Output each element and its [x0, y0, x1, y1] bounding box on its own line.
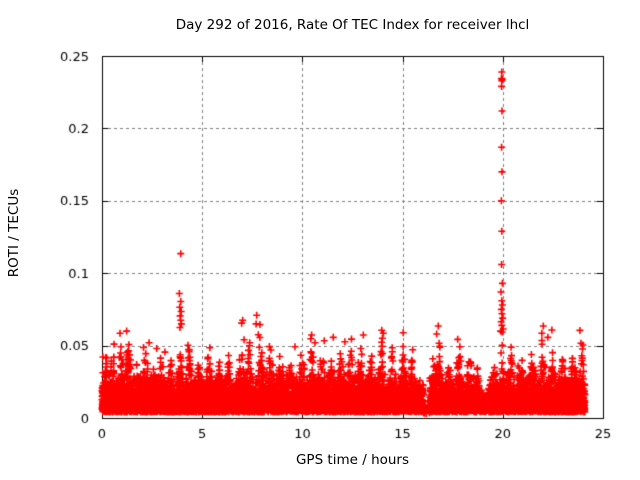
chart-title: Day 292 of 2016, Rate Of TEC Index for r… — [175, 17, 530, 33]
y-axis-label: ROTI / TECUs — [6, 188, 22, 278]
x-axis-label: GPS time / hours — [295, 452, 410, 468]
